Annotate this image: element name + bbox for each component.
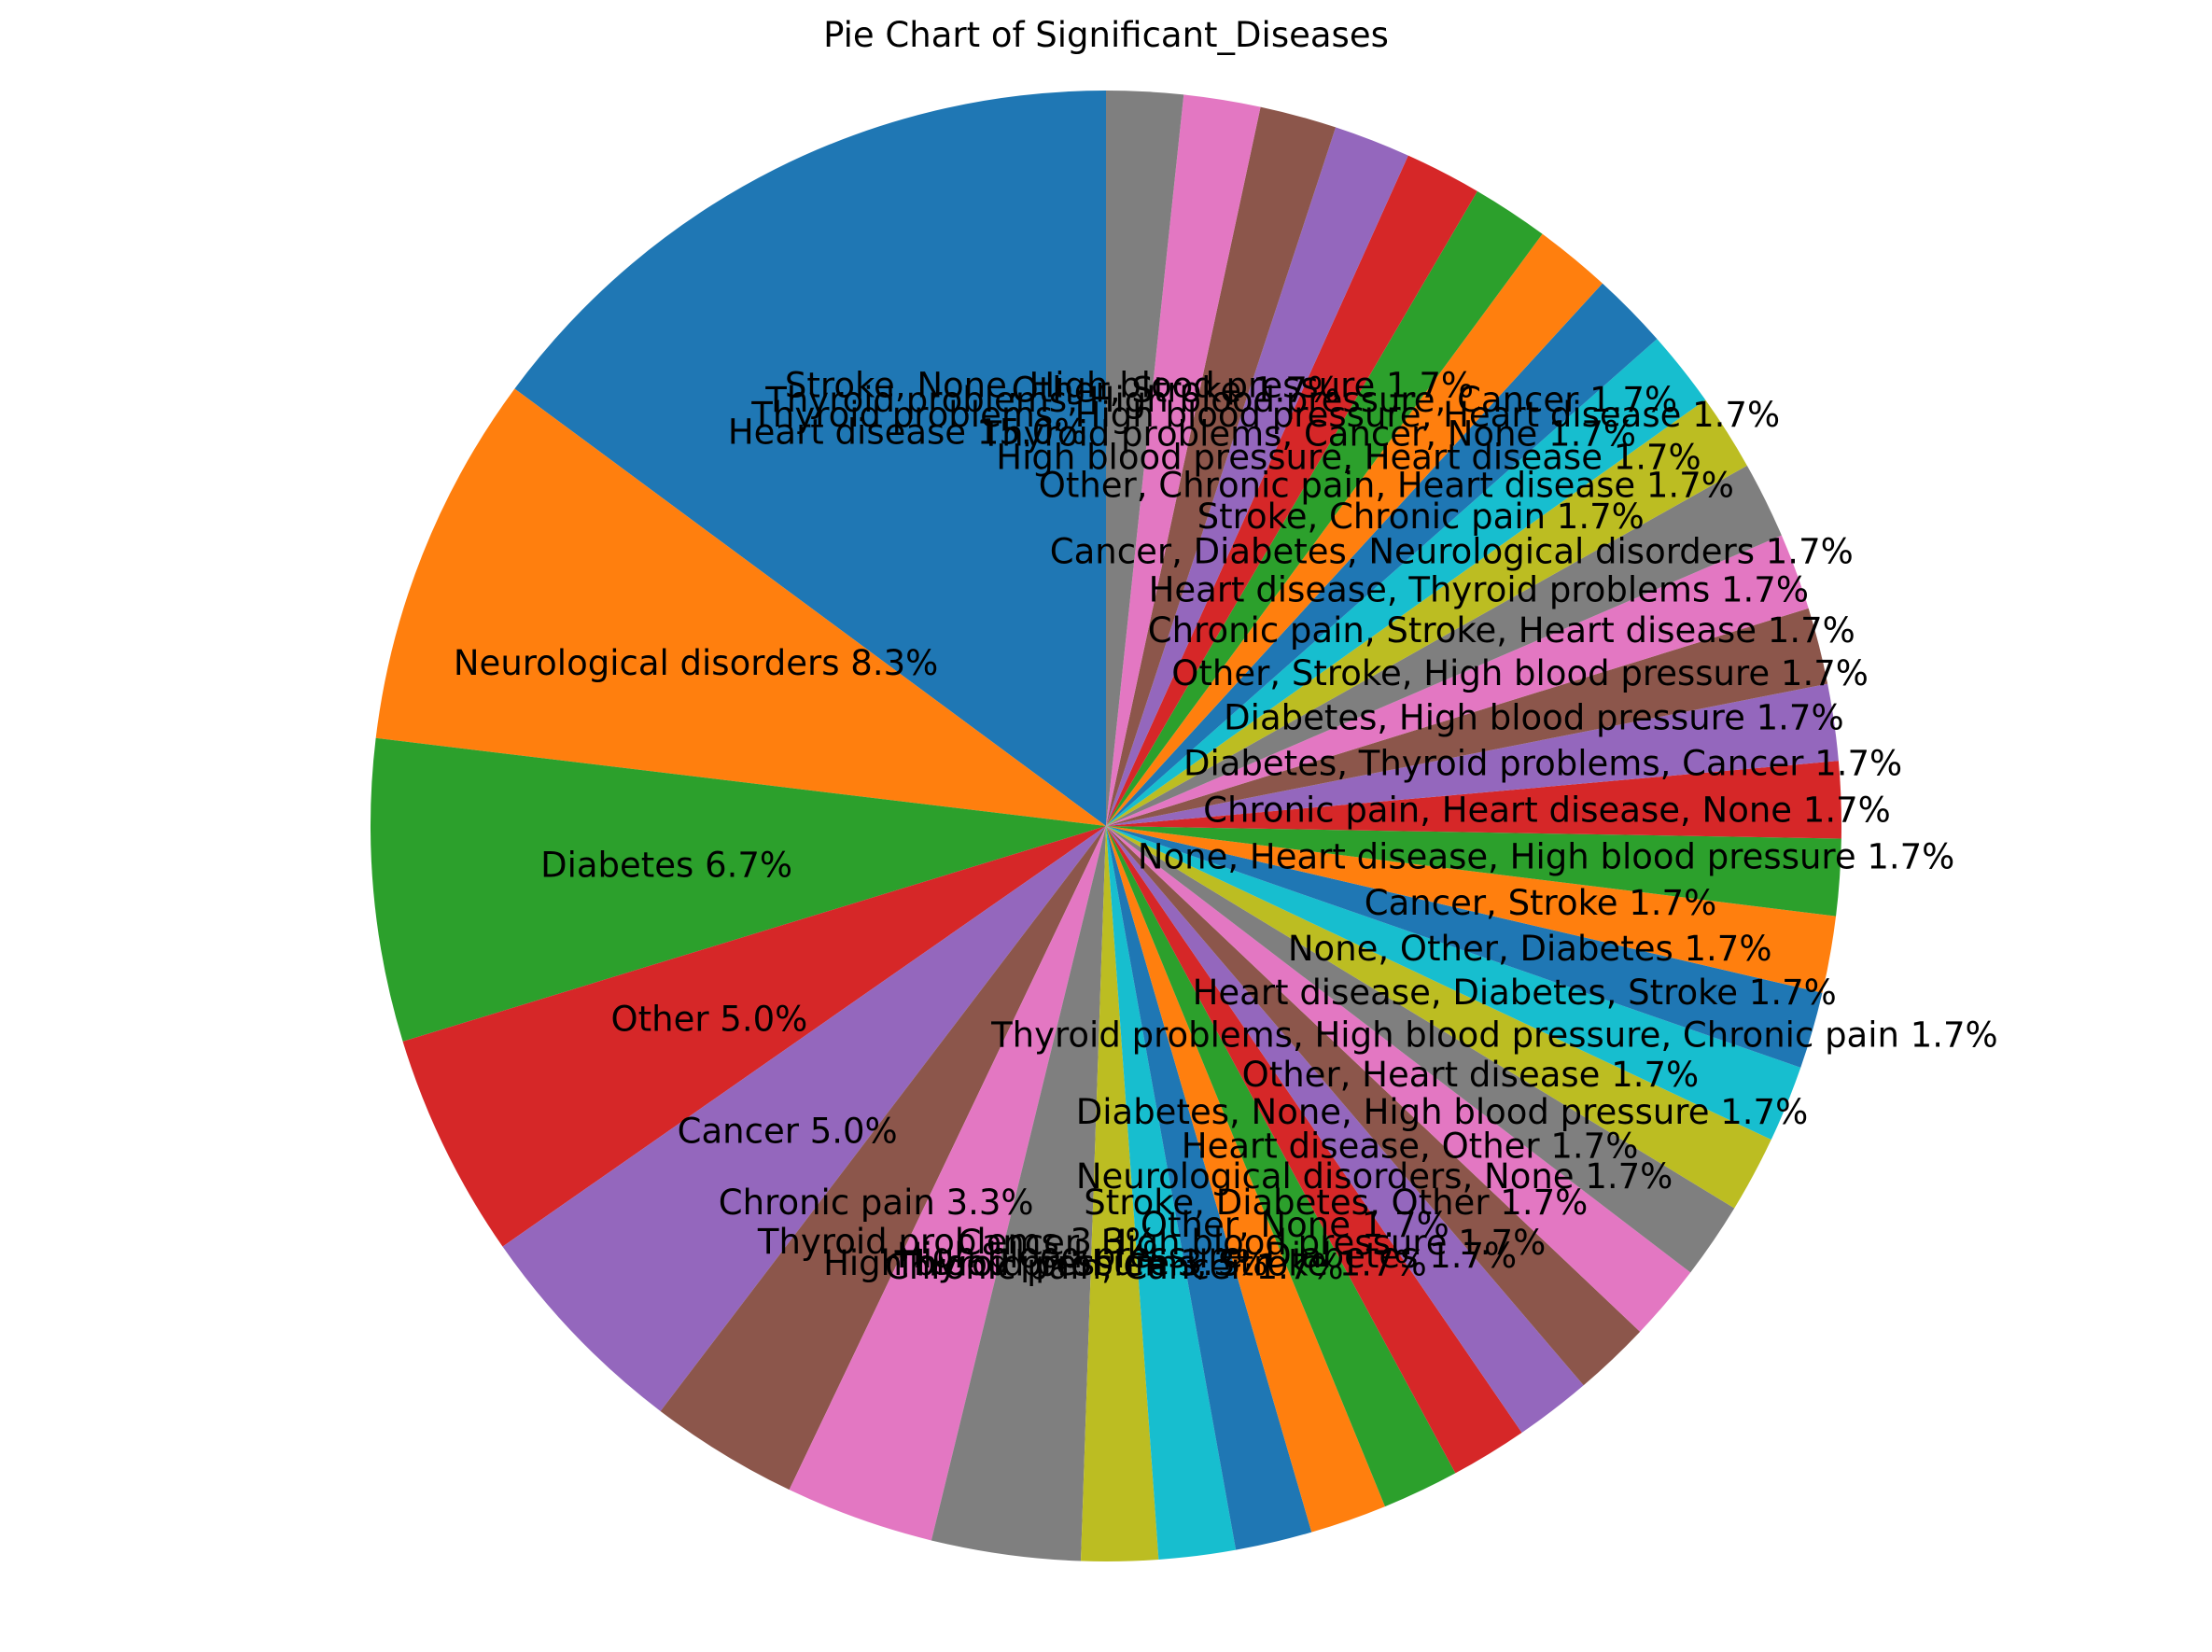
pie-slice xyxy=(1106,826,1312,1550)
pie-slice xyxy=(1106,826,1837,993)
pie-slice-label: Thyroid problems, High blood pressure, H… xyxy=(750,395,1780,435)
pie-slice xyxy=(789,826,1106,1541)
chart-title: Pie Chart of Significant_Diseases xyxy=(823,15,1389,55)
pie-slice xyxy=(375,388,1106,826)
pie-slice-label: Cancer 5.0% xyxy=(678,1112,898,1152)
pie-slice-label: Neurological disorders, None 1.7% xyxy=(1076,1156,1673,1197)
pie-slice-label: Chronic pain, Cancer 1.7% xyxy=(885,1247,1344,1287)
pie-slice-label: Other 5.0% xyxy=(610,999,807,1039)
pie-slice xyxy=(1106,761,1841,839)
pie-slice-label: Stroke, None, High blood pressure 1.7% xyxy=(785,365,1474,405)
pie-slice-label: High blood pressure, Diabetes 1.7% xyxy=(897,1236,1517,1276)
pie-slice xyxy=(1106,127,1408,826)
pie-slice-label: Thyroid problems, High blood pressure, C… xyxy=(990,1015,1998,1056)
pie-slice xyxy=(502,826,1106,1411)
pie-slice xyxy=(1106,826,1456,1507)
pie-slice-label: Chronic pain 3.3% xyxy=(719,1183,1034,1223)
pie-labels: Heart disease 15.0% Neurological disorder… xyxy=(454,365,1998,1287)
pie-slice xyxy=(1106,826,1735,1273)
pie-slice xyxy=(1106,826,1522,1474)
pie-slice-label: Thyroid problems, Cancer, None 1.7% xyxy=(980,413,1637,454)
pie-slice-label: Heart disease, Thyroid problems 1.7% xyxy=(1149,569,1809,609)
pie-slice xyxy=(1106,190,1543,826)
pie-slice xyxy=(1106,155,1477,827)
pie-slice-label: Diabetes 6.7% xyxy=(540,845,792,885)
pie-slice-label: High blood pressure, Heart disease 1.7% xyxy=(996,438,1701,478)
pie-slice-label: Diabetes, High blood pressure 1.7% xyxy=(1224,698,1843,738)
pie-slice-label: Stroke, Chronic pain 1.7% xyxy=(1197,497,1645,537)
pie-slice xyxy=(1106,826,1841,917)
pie-slice xyxy=(1106,535,1809,826)
pie-slice-label: Neurological disorders 8.3% xyxy=(454,643,938,683)
pie-slice xyxy=(1106,683,1839,826)
pie-slice-label: Cancer, High blood pressure 1.7% xyxy=(958,1223,1546,1263)
pie-slice xyxy=(1106,283,1658,826)
pie-slice-label: Other, Stroke 1.7% xyxy=(1012,371,1340,411)
pie-slice-label: Chronic pain, Heart disease, None 1.7% xyxy=(1203,791,1891,831)
pie-slice-label: None, Heart disease, High blood pressure… xyxy=(1138,837,1955,877)
pie-slice-label: High blood pressure 3.3% xyxy=(823,1243,1268,1283)
pie-slice xyxy=(1106,826,1385,1533)
pie-slice xyxy=(402,826,1107,1247)
pie-slice xyxy=(1106,465,1782,826)
pie-slice-label: Other, Chronic pain, Heart disease 1.7% xyxy=(1039,465,1734,505)
pie-slice xyxy=(660,826,1106,1491)
pie-slice-label: Stroke, Diabetes, Other 1.7% xyxy=(1084,1183,1588,1223)
pie-slice-label: Diabetes, None, High blood pressure 1.7% xyxy=(1076,1092,1808,1132)
pie-slice xyxy=(1106,91,1184,826)
pie-slice xyxy=(1106,608,1828,826)
pie-slice xyxy=(1106,399,1747,826)
pie-slice-label: Cancer, Stroke 1.7% xyxy=(1365,883,1716,923)
pie-slice xyxy=(1106,233,1603,826)
pie-slice xyxy=(1106,826,1823,1068)
pie-slice-label: Other, None 1.7% xyxy=(1141,1205,1449,1245)
pie-slice xyxy=(514,91,1106,826)
pie-slice-label: Diabetes, Thyroid problems, Cancer 1.7% xyxy=(1183,744,1902,784)
pie-slice xyxy=(370,737,1106,1042)
pie-slice xyxy=(1081,826,1159,1562)
pie-slice xyxy=(1106,339,1706,827)
pie-slice-label: Cancer, Diabetes, Neurological disorders… xyxy=(1050,532,1854,572)
pie-slice xyxy=(1106,106,1337,827)
pie-slices xyxy=(370,91,1841,1562)
pie-slice-label: Thyroid problems, High blood pressure, C… xyxy=(764,380,1677,420)
pie-slice xyxy=(1106,826,1584,1433)
pie-slice xyxy=(1106,94,1261,826)
pie-slice xyxy=(1106,826,1641,1386)
pie-slice-label: Other, Heart disease 1.7% xyxy=(1242,1055,1700,1095)
pie-slice xyxy=(1106,826,1771,1209)
pie-slice-label: Heart disease, Diabetes, Stroke 1.7% xyxy=(1193,973,1837,1013)
pie-slice xyxy=(931,826,1106,1561)
pie-slice xyxy=(1106,826,1237,1560)
pie-slice-label: None, Other, Diabetes 1.7% xyxy=(1288,929,1772,969)
pie-slice-label: Heart disease, Other 1.7% xyxy=(1182,1126,1639,1166)
pie-slice-label: Thyroid problems 3.3% xyxy=(757,1222,1158,1262)
pie-slice-label: Other, Stroke, High blood pressure 1.7% xyxy=(1171,653,1869,693)
pie-slice xyxy=(1106,826,1691,1332)
pie-slice-label: Chronic pain, Stroke, Heart disease 1.7% xyxy=(1148,610,1855,651)
pie-slice-label: Thyroid problems, Stroke 1.7% xyxy=(894,1244,1427,1284)
pie-slice xyxy=(1106,826,1801,1141)
pie-slice-label: Heart disease 15.0% xyxy=(728,412,1087,452)
